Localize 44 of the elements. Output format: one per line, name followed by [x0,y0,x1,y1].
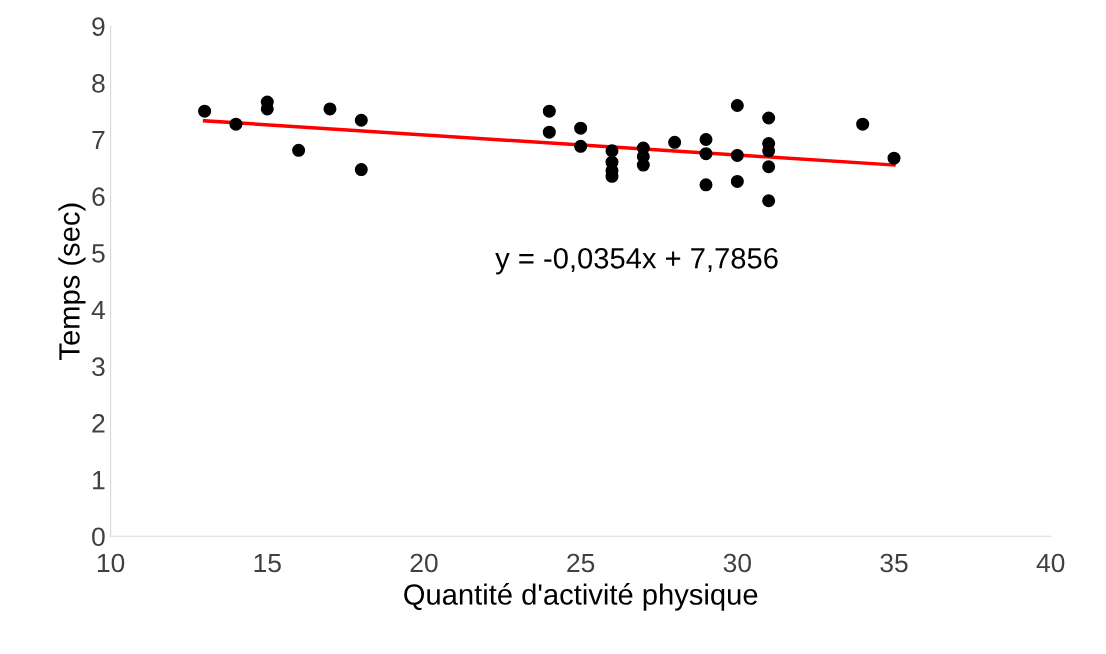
point [229,117,243,131]
point [323,102,337,116]
point [699,133,713,147]
x-axis-title: Quantité d'activité physique [404,583,758,611]
point [699,147,713,161]
x-tick-label: 35 [880,553,908,573]
y-tick-label: 0 [92,527,105,547]
annotation: y = -0,0354x + 7,7856 [495,247,778,275]
point [730,99,744,113]
x-tick-label: 15 [254,553,281,573]
y-tick-label: 7 [92,130,105,150]
point [668,135,682,149]
y-tick-label: 3 [92,357,105,377]
point [699,178,713,192]
point [762,160,776,174]
point [542,125,556,139]
point [354,113,368,127]
x-tick-label: 25 [567,553,595,573]
point [887,151,901,165]
y-tick-label: 1 [93,471,105,490]
point [292,143,306,157]
point [605,144,619,158]
y-tick-label: 5 [92,244,105,263]
point [574,121,588,135]
y-axis-title: Temps (sec) [58,203,86,360]
x-tick-label: 40 [1036,553,1065,573]
point [574,139,588,153]
point [730,148,744,162]
y-tick-label: 6 [92,187,105,207]
y-tick-label: 2 [92,414,105,433]
y-tick-label: 8 [92,73,105,93]
y-tick-label: 9 [92,17,105,36]
point [730,174,744,188]
y-tick-label: 4 [91,300,105,320]
point [354,163,368,177]
point [198,104,212,118]
point [636,158,650,172]
x-tick-label: 30 [723,553,751,573]
point [762,194,776,208]
point [856,117,870,131]
point [762,111,776,125]
point [542,104,556,118]
x-tick-label: 20 [410,553,438,573]
x-tick-label: 10 [97,553,125,573]
